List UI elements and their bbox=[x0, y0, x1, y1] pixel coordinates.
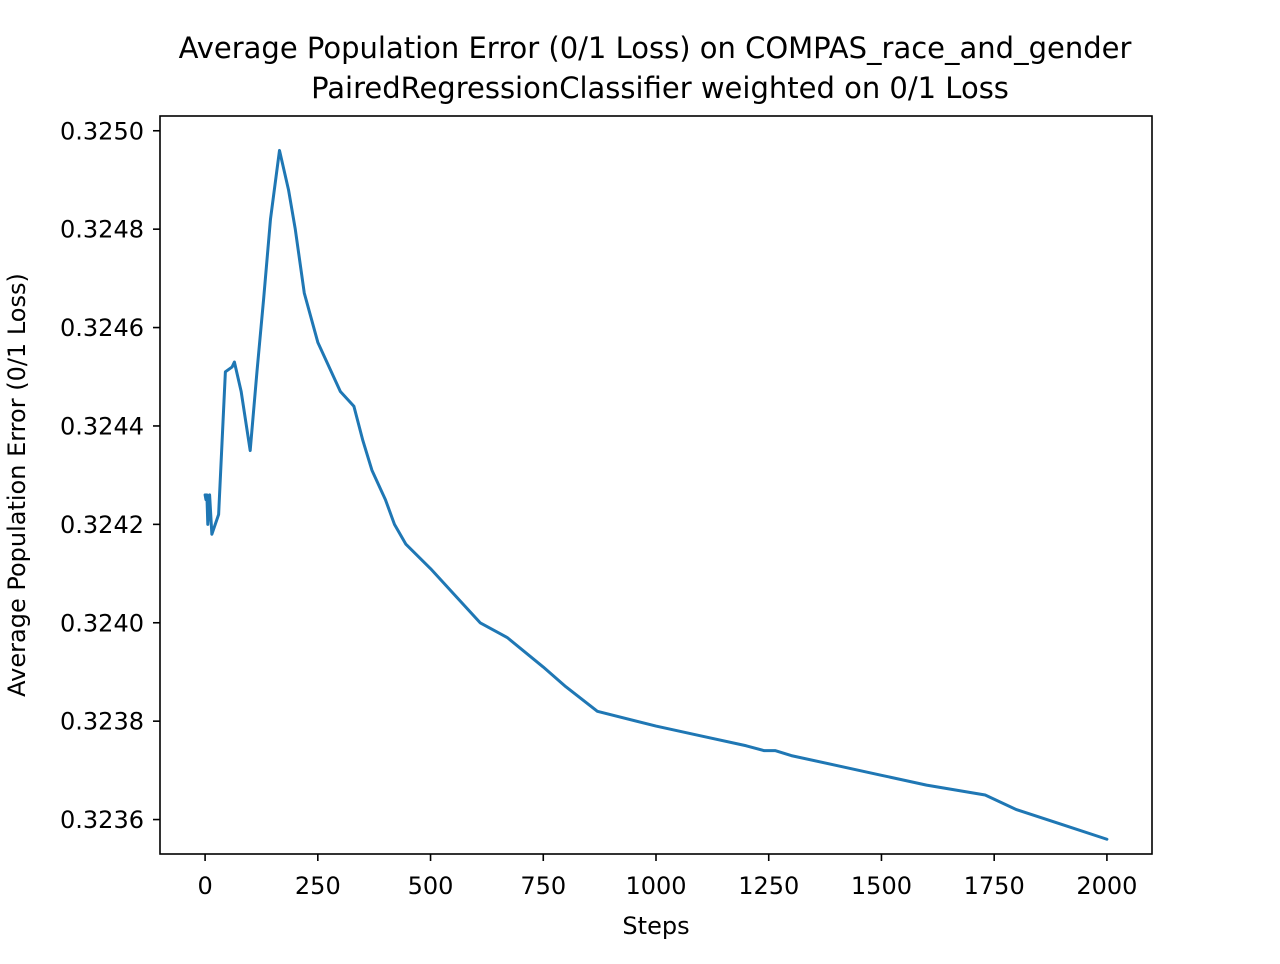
plot-area bbox=[203, 148, 1109, 841]
y-tick-label: 0.3248 bbox=[60, 216, 144, 244]
x-tick-label: 0 bbox=[197, 872, 212, 900]
y-tick-label: 0.3250 bbox=[60, 117, 144, 145]
x-tick-label: 1000 bbox=[625, 872, 686, 900]
y-tick-label: 0.3238 bbox=[60, 708, 144, 736]
series-line-0 bbox=[203, 148, 1109, 841]
y-axis: 0.3236 0.3238 0.3240 0.3242 0.3244 0.3246 0.32… bbox=[60, 117, 160, 834]
x-tick-label: 1500 bbox=[851, 872, 912, 900]
x-axis-label: Steps bbox=[622, 912, 689, 940]
x-tick-label: 1250 bbox=[738, 872, 799, 900]
y-tick-label: 0.3240 bbox=[60, 609, 144, 637]
y-tick-label: 0.3242 bbox=[60, 511, 144, 539]
chart-title: Average Population Error (0/1 Loss) on C… bbox=[179, 31, 1132, 65]
x-axis: 0 250 500 750 1000 1250 1500 1750 2000 bbox=[197, 854, 1137, 900]
y-tick-label: 0.3246 bbox=[60, 314, 144, 342]
y-axis-label: Average Population Error (0/1 Loss) bbox=[3, 273, 31, 697]
x-tick-label: 500 bbox=[408, 872, 454, 900]
x-tick-label: 250 bbox=[295, 872, 341, 900]
chart-subtitle: PairedRegressionClassifier weighted on 0… bbox=[311, 71, 1009, 105]
y-tick-label: 0.3236 bbox=[60, 806, 144, 834]
axes-frame bbox=[159, 115, 1153, 855]
y-tick-label: 0.3244 bbox=[60, 412, 144, 440]
x-tick-label: 750 bbox=[520, 872, 566, 900]
x-tick-label: 1750 bbox=[964, 872, 1025, 900]
x-tick-label: 2000 bbox=[1076, 872, 1137, 900]
